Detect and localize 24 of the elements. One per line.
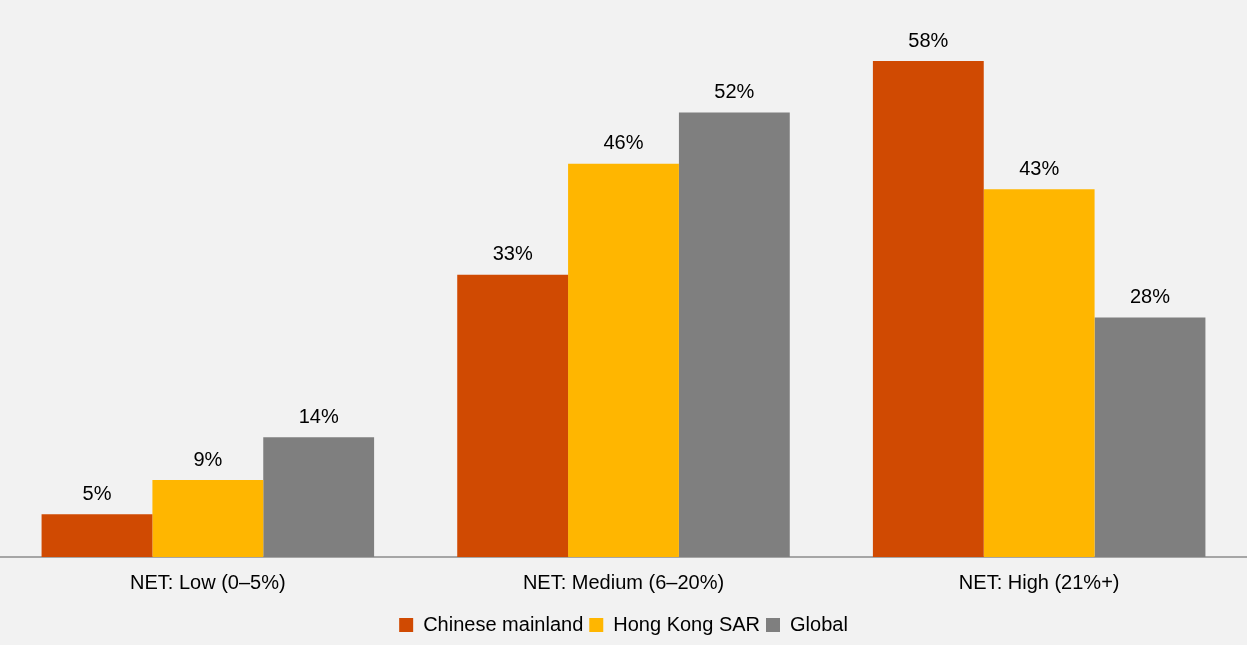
data-label: 46% [603,131,644,154]
bar [41,514,153,557]
legend-label: Hong Kong SAR [613,612,761,635]
data-label: 9% [193,447,223,470]
bar [152,480,264,557]
data-label: 28% [1130,285,1171,308]
data-label: 33% [492,242,533,265]
bar [678,112,790,557]
bar [872,61,984,557]
bar [457,274,569,557]
x-tick-label: NET: Low (0–5%) [130,570,286,593]
bar [983,189,1095,557]
legend-label: Chinese mainland [423,612,584,635]
bar [568,163,679,557]
x-tick-label: NET: High (21%+) [958,570,1120,593]
data-label: 43% [1019,156,1060,179]
bar [263,437,375,557]
data-label: 58% [908,28,949,51]
data-label: 5% [82,481,112,504]
bar [1094,317,1206,557]
legend-label: Global [790,612,848,635]
x-tick-label: NET: Medium (6–20%) [522,570,725,593]
data-label: 14% [298,404,339,427]
data-label: 52% [714,79,755,102]
